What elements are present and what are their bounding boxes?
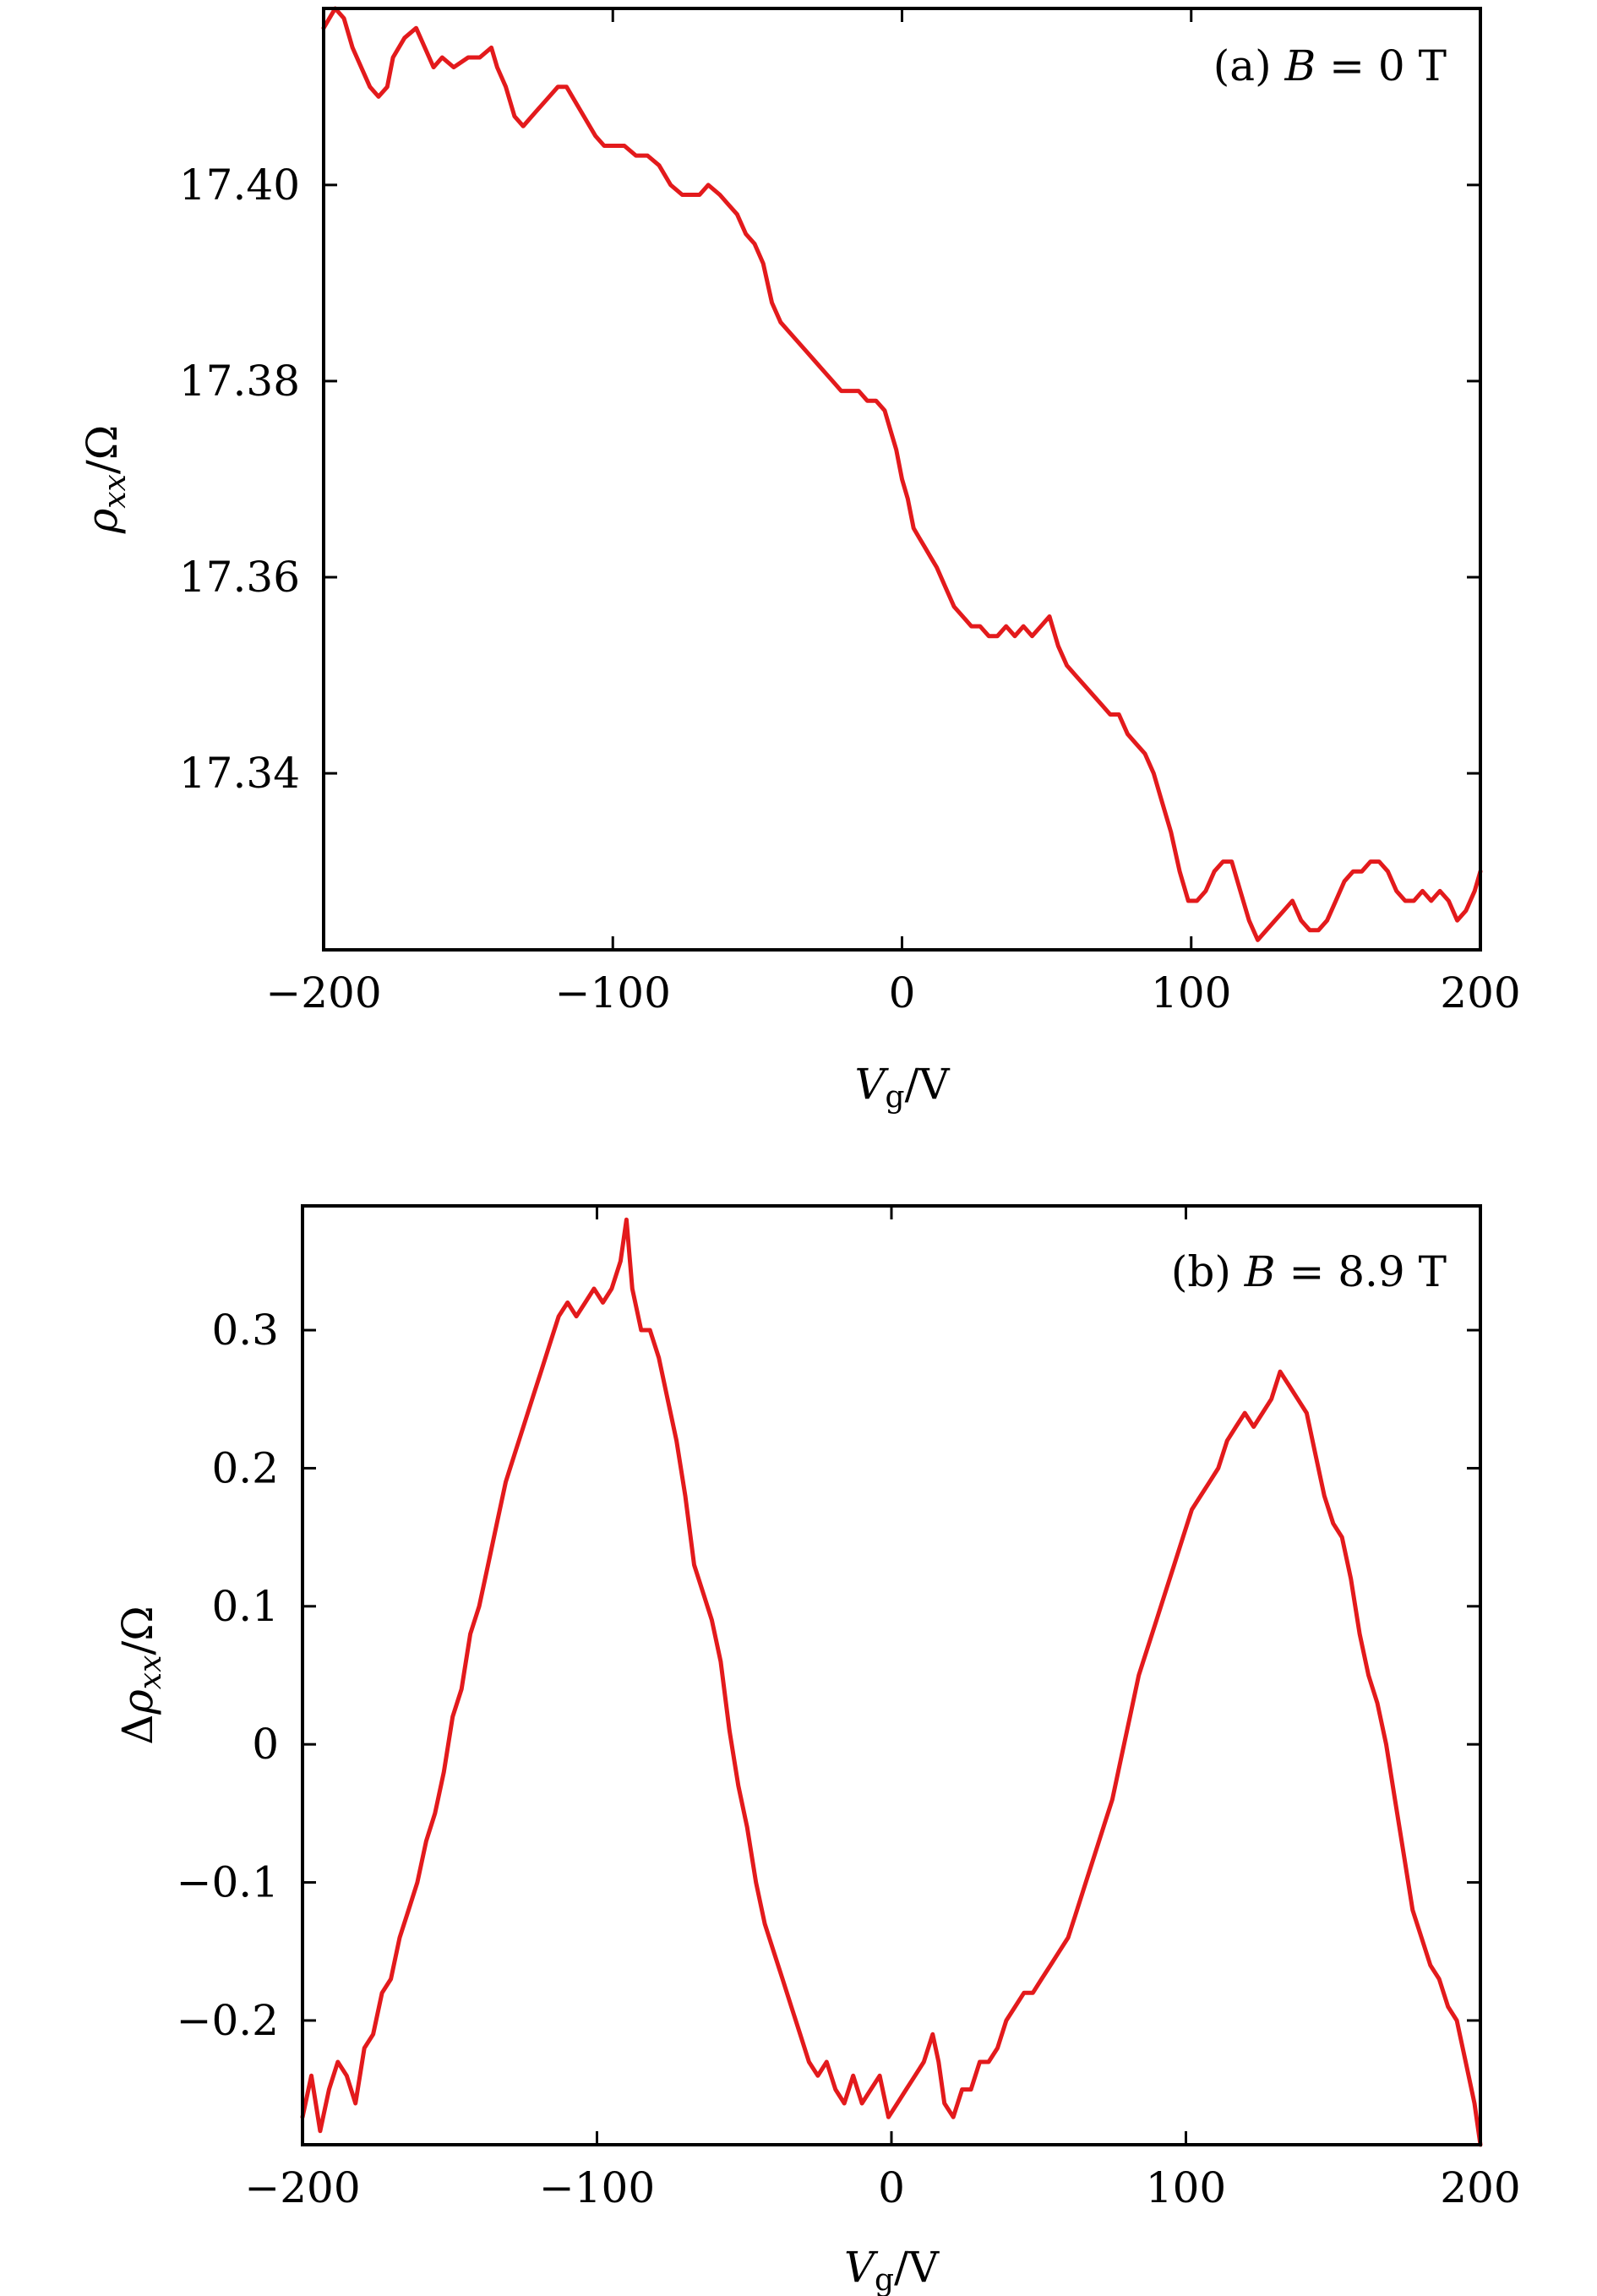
x-tick-label: −100 [539,2163,655,2212]
y-tick-label: 17.34 [179,749,300,798]
y-tick-label: 17.40 [179,161,300,210]
x-tick-label: −200 [244,2163,360,2212]
y-tick-label: 17.38 [179,357,300,406]
x-axis-label-unit: /V [894,2243,940,2292]
x-tick-label: −200 [265,968,381,1017]
y-axis-label-unit: /Ω [78,425,127,474]
y-tick-label: 0.1 [211,1582,279,1631]
field-value: = 8.9 T [1276,1247,1447,1296]
series-line-a [321,6,1483,942]
panel-label: (b) [1171,1247,1245,1296]
y-axis-label-unit: /Ω [113,1606,162,1655]
field-symbol: B [1244,1247,1276,1296]
x-tick-label: 100 [1146,2163,1226,2212]
y-tick-label: 0.3 [211,1306,279,1355]
x-tick-label: 0 [889,968,916,1017]
x-tick-label: 0 [878,2163,905,2212]
x-axis-label-sub: g [886,1080,905,1115]
panel-annotation: (b) B = 8.9 T [1171,1247,1447,1296]
y-tick-label: 0 [252,1720,279,1769]
x-axis-label-sub: g [875,2263,894,2296]
y-tick-label: 17.36 [179,553,300,602]
x-axis-label: Vg/V [854,1060,950,1115]
x-tick-label: 100 [1151,968,1231,1017]
y-axis-label-sub: xx [98,474,133,509]
x-axis-label: Vg/V [844,2243,940,2296]
x-axis-label-var: V [844,2243,879,2292]
panel-b: −200 −100 0 100 200 −0.2 −0.1 0 0.1 0.2 0.3 Vg/V Δρx… [113,1204,1521,2296]
y-tick-label: 0.2 [211,1443,279,1492]
y-axis-label-var: ρ [113,1689,162,1715]
y-axis-label-pre: Δ [113,1715,162,1745]
field-value: = 0 T [1316,41,1447,90]
y-axis-label-var: ρ [78,508,127,534]
y-axis-label: Δρxx/Ω [113,1606,168,1744]
x-axis-label-unit: /V [905,1060,951,1109]
panel-a: −200 −100 0 100 200 17.34 17.36 17.38 17.40 Vg/V ρ… [78,6,1521,1115]
y-axis-label: ρxx/Ω [78,425,133,534]
x-tick-label: 200 [1440,2163,1520,2212]
y-tick-label: −0.1 [177,1858,279,1907]
y-axis-label-sub: xx [134,1655,168,1690]
panel-annotation: (a) B = 0 T [1213,41,1447,90]
series-line-b [300,1217,1483,2147]
field-symbol: B [1284,41,1316,90]
x-axis-label-var: V [854,1060,889,1109]
x-tick-label: −100 [555,968,671,1017]
y-tick-label: −0.2 [177,1996,279,2045]
x-tick-label: 200 [1440,968,1520,1017]
panel-label: (a) [1213,41,1285,90]
